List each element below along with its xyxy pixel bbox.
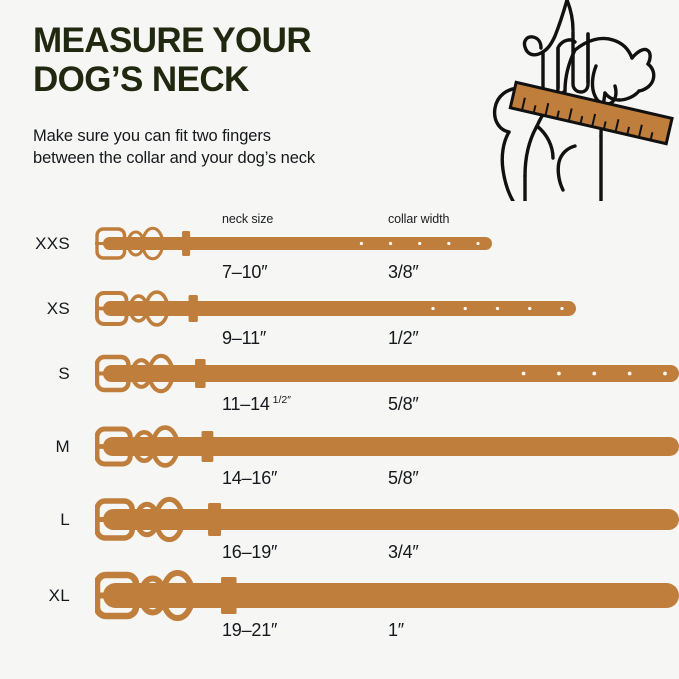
collar-graphic-xs bbox=[92, 288, 576, 329]
size-label-xs: XS bbox=[46, 298, 70, 318]
neck-size-value-xs: 9–11″ bbox=[222, 328, 267, 348]
size-label-xl: XL bbox=[48, 585, 70, 605]
neck-size-value-m: 14–16″ bbox=[222, 468, 278, 488]
size-label-s: S bbox=[58, 363, 70, 383]
collar-graphic-l bbox=[91, 496, 679, 543]
collar-width-value-xxs: 3/8″ bbox=[388, 262, 419, 282]
neck-size-value-xl: 19–21″ bbox=[222, 620, 278, 640]
dog-measuring-illustration bbox=[455, 0, 679, 203]
collar-width-value-m: 5/8″ bbox=[388, 468, 419, 488]
collar-width-value-xl: 1″ bbox=[388, 620, 404, 640]
neck-size-value-l: 16–19″ bbox=[222, 542, 278, 562]
column-header-collar-width: collar width bbox=[388, 212, 450, 226]
neck-size-value-xxs: 7–10″ bbox=[222, 262, 268, 282]
page-subtitle: Make sure you can fit two fingers betwee… bbox=[33, 127, 316, 167]
column-header-neck-size: neck size bbox=[222, 212, 274, 226]
size-label-m: M bbox=[55, 436, 70, 456]
collar-graphic-xxs bbox=[92, 224, 492, 263]
collar-width-value-xs: 1/2″ bbox=[388, 328, 419, 348]
collar-graphic-xl bbox=[91, 569, 679, 622]
size-label-l: L bbox=[60, 509, 70, 529]
collar-width-value-s: 5/8″ bbox=[388, 394, 419, 414]
neck-size-value-s: 11–14 1/2″ bbox=[222, 394, 291, 414]
collar-graphic-m bbox=[91, 424, 679, 469]
page-title: MEASURE YOUR DOG’S NECK bbox=[33, 21, 312, 99]
collar-graphic-s bbox=[91, 352, 679, 395]
collar-width-value-l: 3/4″ bbox=[388, 542, 419, 562]
size-label-xxs: XXS bbox=[35, 233, 70, 253]
neck-size-fraction: 1/2″ bbox=[269, 394, 291, 406]
